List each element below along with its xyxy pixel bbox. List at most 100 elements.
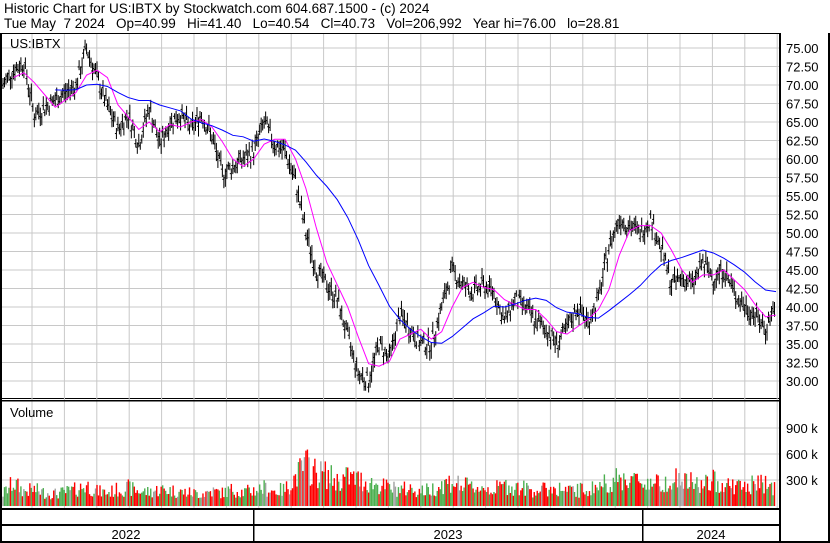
volume-bar	[166, 494, 168, 506]
volume-bar	[570, 486, 573, 506]
volume-bar	[247, 484, 249, 506]
volume-bar	[158, 493, 161, 506]
volume-bar	[755, 490, 758, 506]
volume-bar	[199, 497, 201, 506]
price-bars	[1, 39, 776, 393]
volume-bar	[167, 494, 170, 506]
volume-tick-label: 300 k	[786, 473, 818, 488]
volume-bar	[527, 485, 529, 506]
volume-bar	[70, 486, 73, 506]
volume-bar	[72, 486, 74, 506]
volume-bar	[611, 491, 613, 506]
y-tick-label: 55.00	[786, 189, 819, 204]
volume-bar	[145, 495, 147, 506]
volume-bar	[320, 461, 322, 506]
volume-bar	[640, 483, 643, 506]
volume-bar	[370, 478, 373, 506]
volume-bar	[206, 490, 209, 506]
volume-bar	[332, 485, 334, 506]
volume-bar	[338, 481, 340, 506]
volume-bar	[400, 485, 403, 506]
volume-bar	[229, 488, 231, 506]
volume-bar	[236, 491, 238, 506]
volume-bar	[173, 495, 176, 506]
volume-bar	[150, 488, 152, 506]
volume-bar	[754, 484, 756, 506]
volume-bar	[554, 488, 556, 506]
volume-bar	[467, 484, 470, 506]
volume-bar	[360, 472, 362, 506]
volume-bar	[156, 485, 158, 506]
volume-bar	[3, 487, 6, 506]
volume-bar	[696, 477, 698, 506]
volume-bar	[558, 482, 561, 506]
volume-bar	[266, 496, 268, 506]
volume-bar	[530, 489, 532, 506]
volume-bar	[748, 491, 750, 506]
volume-bar	[585, 490, 588, 506]
volume-bar	[470, 481, 473, 506]
volume-bar	[761, 482, 764, 506]
volume-bar	[509, 492, 512, 506]
volume-bar	[576, 483, 579, 506]
volume-bar	[561, 490, 564, 506]
volume-bar	[279, 482, 282, 506]
volume-bar	[114, 494, 116, 506]
volume-bar	[170, 496, 173, 506]
volume-bar	[341, 488, 343, 506]
volume-bar	[564, 486, 567, 506]
volume-bar	[635, 473, 637, 506]
volume-bar	[88, 494, 91, 506]
volume-bar	[303, 457, 306, 506]
volume-bar	[472, 488, 474, 506]
volume-bar	[555, 494, 558, 506]
volume-bar	[412, 492, 415, 506]
volume-bar	[439, 489, 441, 506]
volume-bar	[182, 494, 185, 506]
volume-bar	[245, 488, 247, 506]
volume-bar	[390, 489, 392, 506]
volume-bar	[354, 484, 356, 506]
volume-bar	[17, 478, 19, 506]
volume-bar	[99, 485, 101, 506]
volume-bar	[491, 494, 494, 506]
volume-bar	[606, 492, 609, 506]
volume-bar	[384, 489, 386, 506]
volume-bar	[482, 487, 485, 506]
volume-bar	[723, 492, 725, 506]
volume-bar	[460, 485, 462, 506]
volume-bar	[69, 490, 71, 506]
volume-bar	[560, 490, 562, 506]
volume-bar	[457, 475, 459, 506]
y-tick-label: 62.50	[786, 134, 819, 149]
volume-bar	[679, 485, 682, 506]
volume-bar	[109, 496, 112, 506]
volume-bar	[191, 496, 194, 506]
volume-bar	[20, 486, 22, 506]
y-tick-label: 67.50	[786, 97, 819, 112]
volume-bar	[317, 488, 319, 506]
volume-bar	[408, 490, 410, 506]
volume-bar	[727, 478, 729, 506]
volume-bar	[654, 483, 656, 506]
volume-bar	[312, 466, 315, 506]
volume-bar	[364, 481, 367, 506]
volume-bar	[293, 475, 295, 506]
y-tick-label: 50.00	[786, 226, 819, 241]
volume-tick-label: 600 k	[786, 447, 818, 462]
volume-bar	[520, 490, 522, 506]
volume-bar	[45, 497, 47, 506]
volume-bar	[54, 488, 56, 506]
volume-bar	[605, 483, 607, 506]
volume-bar	[502, 483, 504, 506]
volume-bar	[772, 495, 774, 506]
volume-bar	[29, 483, 31, 506]
volume-bar	[157, 496, 159, 506]
volume-bar	[100, 496, 103, 506]
volume-bar	[363, 486, 365, 506]
price-panel	[0, 33, 780, 399]
volume-bar	[203, 496, 206, 506]
volume-bar	[542, 482, 544, 506]
volume-bars	[2, 449, 776, 506]
volume-bar	[179, 489, 182, 506]
